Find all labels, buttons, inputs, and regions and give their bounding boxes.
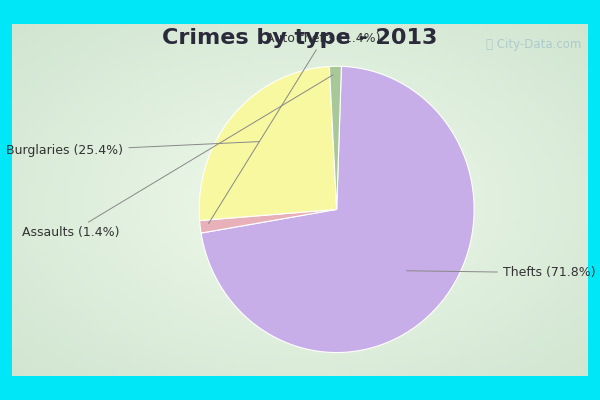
Text: Assaults (1.4%): Assaults (1.4%)	[22, 75, 333, 239]
Text: Crimes by type - 2013: Crimes by type - 2013	[163, 28, 437, 48]
Text: Burglaries (25.4%): Burglaries (25.4%)	[6, 142, 259, 157]
Polygon shape	[201, 66, 474, 352]
Polygon shape	[329, 66, 341, 209]
Text: Auto thefts (1.4%): Auto thefts (1.4%)	[209, 32, 381, 224]
Polygon shape	[199, 66, 337, 220]
Polygon shape	[200, 209, 337, 233]
Text: ⓘ City-Data.com: ⓘ City-Data.com	[486, 38, 581, 51]
Text: Thefts (71.8%): Thefts (71.8%)	[407, 266, 596, 279]
